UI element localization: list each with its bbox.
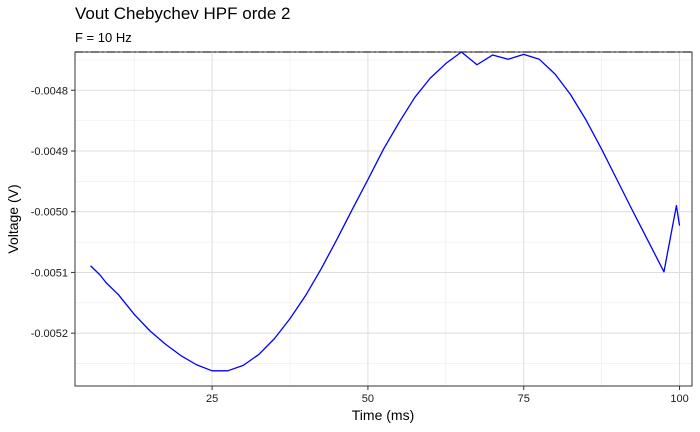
plot-panel-border [74, 51, 693, 387]
minor-gridlines [75, 52, 692, 386]
major-gridlines [75, 52, 692, 386]
y-axis-title: Voltage (V) [5, 184, 21, 253]
y-tick-label: -0.0052 [31, 328, 68, 340]
chart-title: Vout Chebychev HPF orde 2 [75, 4, 291, 23]
x-tick-label: 75 [518, 393, 530, 405]
series-line [90, 51, 681, 372]
y-tick-label: -0.0048 [31, 85, 68, 97]
y-tick-label: -0.0049 [31, 146, 68, 158]
y-tick-label: -0.0051 [31, 267, 68, 279]
series-layer [90, 51, 681, 372]
x-tick-label: 25 [206, 393, 218, 405]
y-axis: -0.0048 -0.0049 -0.0050 -0.0051 -0.0052 [31, 85, 75, 340]
x-tick-label: 100 [670, 393, 688, 405]
y-tick-label: -0.0050 [31, 207, 68, 219]
chart-subtitle: F = 10 Hz [75, 30, 132, 45]
x-axis-title: Time (ms) [352, 407, 414, 423]
x-tick-label: 50 [362, 393, 374, 405]
x-axis: 25 50 75 100 [206, 386, 689, 405]
